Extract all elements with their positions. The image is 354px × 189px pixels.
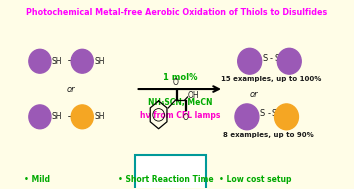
Text: 15 examples, up to 100%: 15 examples, up to 100% <box>221 76 321 82</box>
Text: Photochemical Metal-free Aerobic Oxidation of Thiols to Disulfides: Photochemical Metal-free Aerobic Oxidati… <box>27 8 327 17</box>
Circle shape <box>275 104 298 130</box>
Text: SH: SH <box>52 57 62 66</box>
Text: NH₄SCN, MeCN: NH₄SCN, MeCN <box>148 98 212 107</box>
Text: S: S <box>275 54 280 63</box>
Text: +: + <box>67 112 76 122</box>
Circle shape <box>29 105 51 129</box>
Circle shape <box>238 48 262 74</box>
Circle shape <box>71 105 93 129</box>
Text: O: O <box>173 78 178 87</box>
Circle shape <box>235 104 259 130</box>
Text: or: or <box>250 90 259 98</box>
Text: -: - <box>270 54 273 63</box>
Text: SH: SH <box>94 112 105 121</box>
Text: hν from CFL lamps: hν from CFL lamps <box>139 111 220 120</box>
Text: • Mild: • Mild <box>24 175 50 184</box>
Text: S: S <box>263 54 268 63</box>
Text: O: O <box>182 113 188 122</box>
Text: SH: SH <box>52 112 62 121</box>
Circle shape <box>71 49 93 73</box>
Bar <box>135 155 206 189</box>
Text: SH: SH <box>94 57 105 66</box>
Text: S: S <box>272 109 277 118</box>
Text: OH: OH <box>188 91 199 101</box>
Text: -: - <box>267 109 270 118</box>
Circle shape <box>29 49 51 73</box>
Text: 8 examples, up to 90%: 8 examples, up to 90% <box>223 132 313 138</box>
Text: or: or <box>67 84 75 94</box>
Text: 1 mol%: 1 mol% <box>162 73 197 82</box>
Text: +: + <box>67 56 76 66</box>
Text: • Short Reaction Time: • Short Reaction Time <box>118 175 214 184</box>
Text: • Low cost setup: • Low cost setup <box>219 175 292 184</box>
Text: S: S <box>260 109 265 118</box>
Circle shape <box>277 48 301 74</box>
